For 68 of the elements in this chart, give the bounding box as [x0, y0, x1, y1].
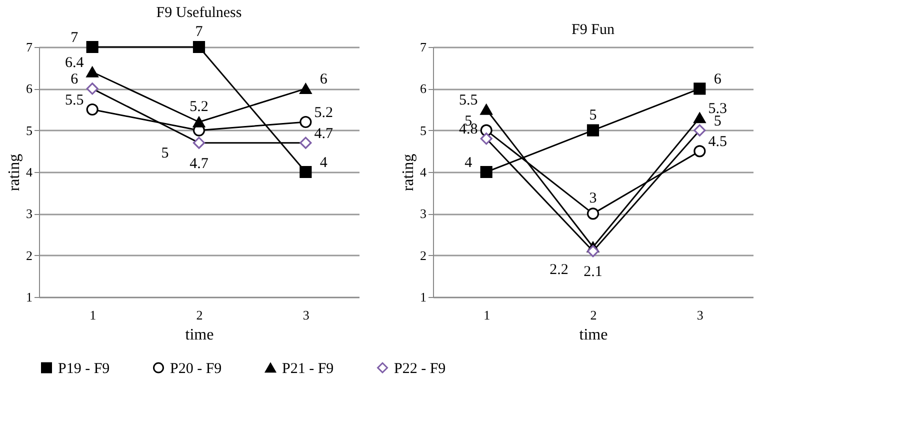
chart-title: F9 Usefulness — [156, 5, 242, 21]
legend-label: P22 - F9 — [394, 360, 446, 377]
data-label: 5.5 — [458, 92, 478, 108]
y-tick-label: 6 — [26, 81, 33, 96]
y-tick-label: 3 — [420, 206, 426, 222]
point — [192, 116, 206, 128]
data-label: 4.7 — [190, 156, 209, 172]
y-tick-label: 7 — [420, 40, 427, 54]
y-tick-label: 7 — [26, 40, 33, 54]
y-tick-label: 1 — [420, 290, 426, 304]
point — [480, 104, 492, 115]
data-label: 3 — [589, 190, 597, 207]
y-tick-label: 4 — [26, 164, 33, 180]
point — [86, 40, 98, 54]
data-label: 2.1 — [584, 264, 602, 280]
point — [586, 208, 600, 220]
point — [192, 136, 206, 149]
y-axis-title: rating — [400, 154, 417, 192]
data-label: 4.5 — [708, 134, 728, 150]
legend-label: P19 - F9 — [58, 360, 110, 377]
y-tick-label: 1 — [26, 290, 32, 304]
point — [86, 103, 98, 116]
data-label: 4.7 — [314, 126, 334, 142]
point — [300, 136, 312, 149]
x-tick-label: 2 — [590, 308, 597, 322]
y-axis-title: rating — [6, 154, 23, 192]
data-label: 6 — [320, 72, 328, 88]
data-label: 6.4 — [64, 55, 84, 71]
point — [300, 166, 312, 178]
point — [300, 83, 312, 94]
data-label: 4 — [464, 155, 473, 171]
y-tick-label: 5 — [26, 122, 32, 138]
point — [300, 116, 312, 128]
y-tick-label: 5 — [420, 122, 426, 138]
data-label: 2.2 — [550, 262, 568, 278]
y-tick-label: 2 — [26, 248, 32, 263]
x-axis-title: time — [185, 326, 214, 344]
x-tick-label: 1 — [484, 308, 490, 322]
x-tick-label: 3 — [302, 308, 310, 322]
y-tick-label: 3 — [26, 206, 32, 222]
data-label: 7 — [70, 30, 79, 46]
legend-label: P21 - F9 — [282, 360, 334, 377]
y-tick-label: 4 — [420, 164, 427, 180]
data-label: 6 — [70, 72, 79, 88]
x-tick-label: 2 — [196, 308, 203, 322]
x-axis-title: time — [579, 326, 608, 344]
data-label: 5.5 — [64, 92, 84, 108]
legend-label: P20 - F9 — [170, 360, 222, 377]
x-tick-label: 1 — [90, 308, 96, 322]
y-tick-label: 2 — [420, 248, 426, 263]
point — [480, 166, 492, 178]
point — [86, 66, 98, 78]
point — [694, 82, 706, 95]
data-label: 5 — [161, 145, 169, 162]
point — [192, 40, 206, 54]
data-label: 6 — [714, 72, 722, 88]
point — [586, 124, 600, 136]
point — [86, 82, 98, 95]
data-label: 7 — [195, 24, 204, 40]
chart-title: F9 Fun — [572, 22, 615, 38]
data-label: 5 — [589, 107, 597, 124]
x-tick-label: 3 — [696, 308, 704, 322]
point — [694, 112, 706, 124]
data-label: 4 — [320, 155, 328, 171]
y-tick-label: 6 — [420, 81, 427, 96]
point — [694, 145, 706, 158]
data-label: 5.2 — [314, 105, 334, 121]
data-label: 5.2 — [190, 99, 208, 115]
